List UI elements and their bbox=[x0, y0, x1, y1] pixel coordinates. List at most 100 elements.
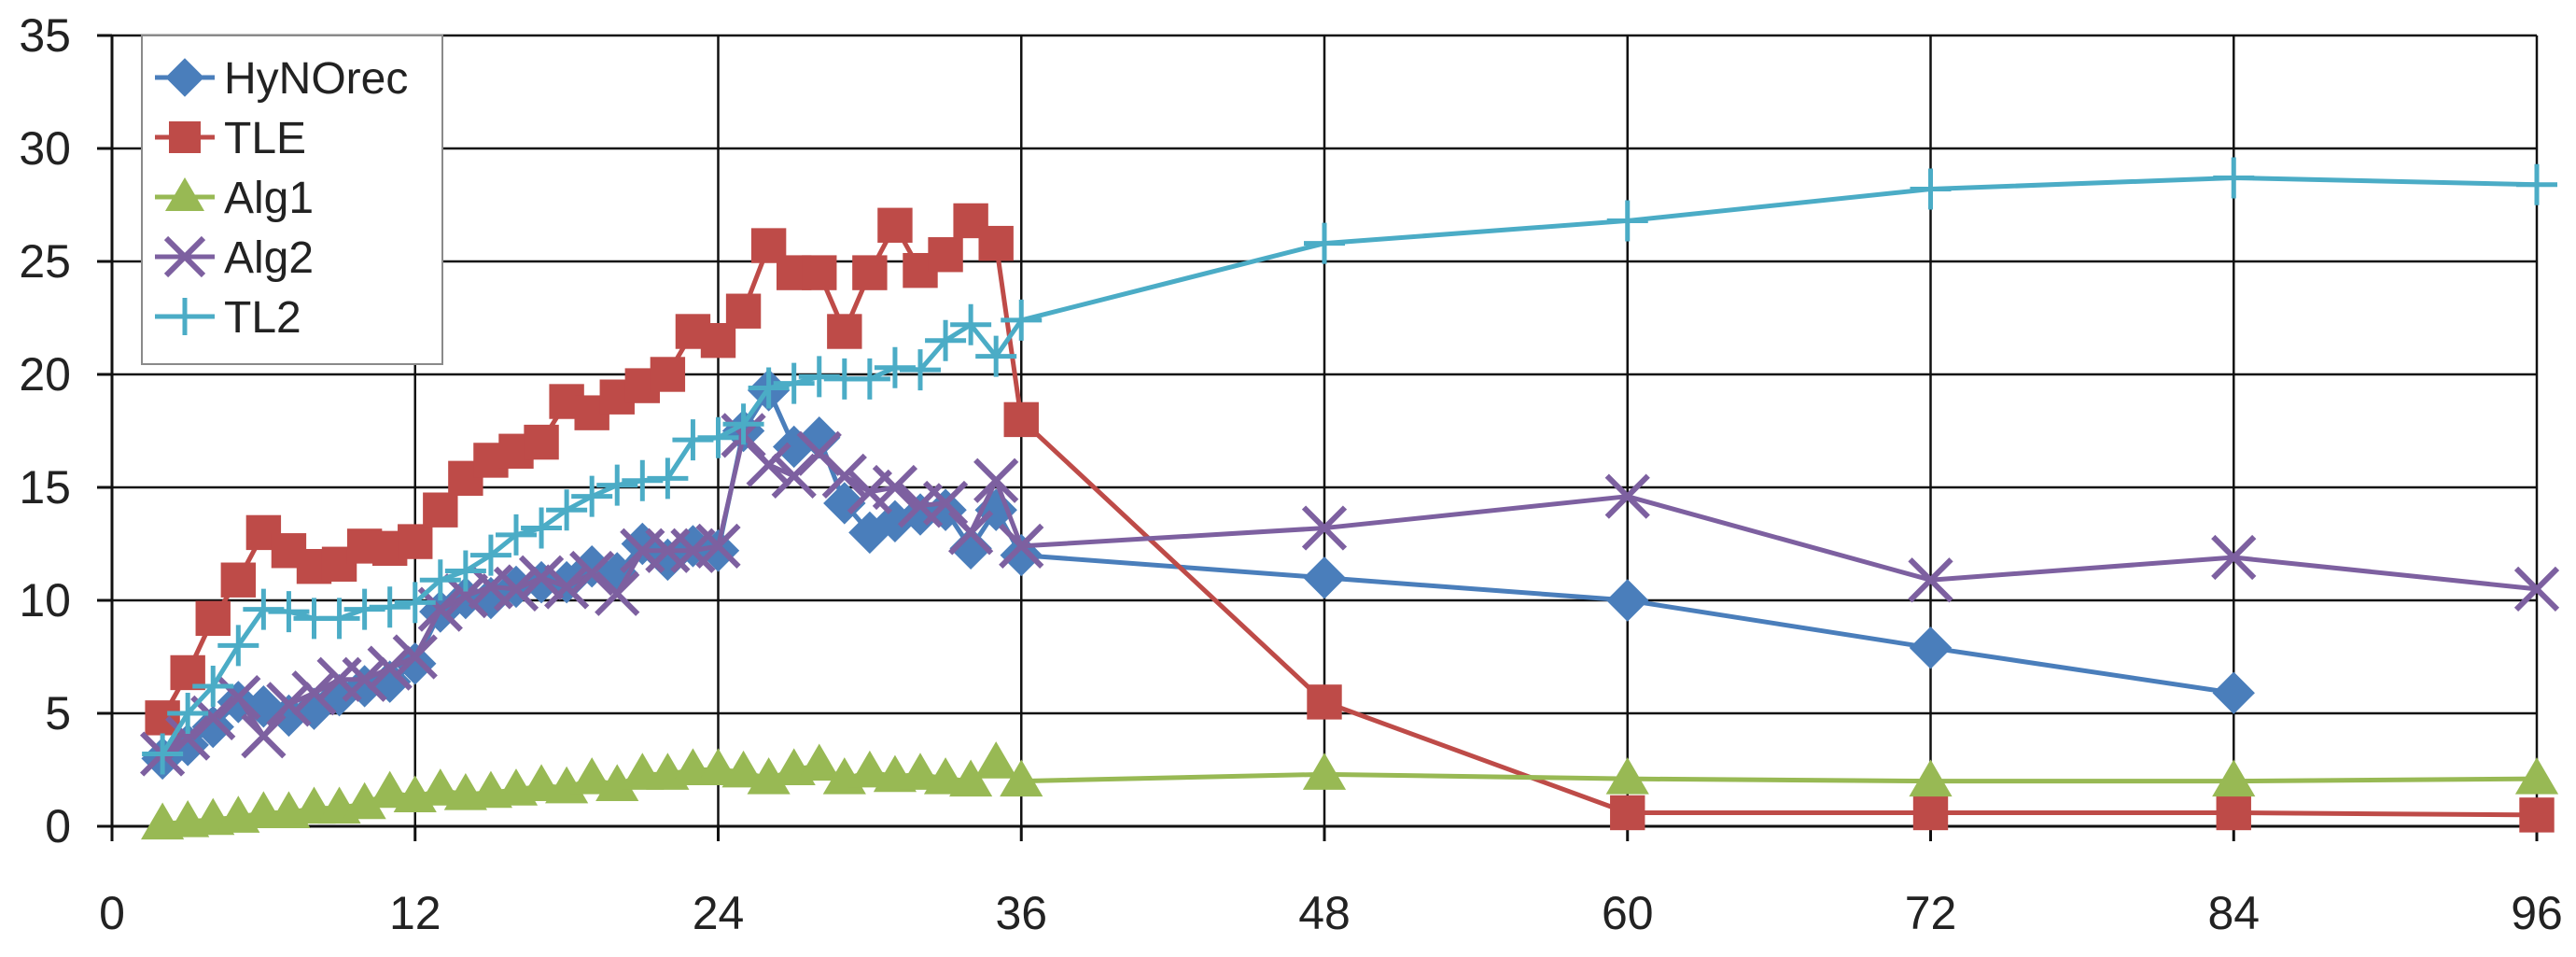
data-point bbox=[394, 582, 436, 624]
axes: 0 5 10 15 20 25 30 35 0 12 24 36 48 60 72 84 96 bbox=[19, 9, 2562, 939]
legend-label: TL2 bbox=[224, 293, 301, 343]
y-tick-label: 35 bbox=[19, 9, 71, 62]
data-point bbox=[898, 753, 943, 790]
data-point bbox=[925, 319, 967, 361]
data-point bbox=[647, 457, 689, 500]
data-point bbox=[974, 741, 1018, 779]
data-point bbox=[191, 705, 234, 749]
data-point bbox=[1000, 759, 1043, 797]
data-point bbox=[746, 442, 791, 487]
data-point bbox=[2514, 757, 2559, 795]
data-point bbox=[827, 314, 862, 349]
x-tick-label: 48 bbox=[1298, 887, 1351, 939]
data-point bbox=[872, 464, 918, 511]
data-point bbox=[367, 645, 413, 691]
data-point bbox=[821, 453, 867, 500]
series-tl2 bbox=[142, 157, 2557, 775]
data-point bbox=[291, 670, 337, 716]
data-point bbox=[419, 559, 461, 601]
data-point bbox=[1909, 626, 1953, 669]
data-point bbox=[798, 416, 841, 459]
data-point bbox=[241, 713, 287, 759]
data-point bbox=[142, 733, 184, 775]
data-point bbox=[595, 570, 640, 616]
data-point bbox=[973, 457, 1019, 503]
data-point bbox=[369, 586, 411, 628]
data-point bbox=[596, 464, 638, 506]
data-point bbox=[773, 362, 815, 404]
data-point bbox=[697, 416, 739, 458]
data-point bbox=[220, 562, 257, 598]
data-point bbox=[1604, 473, 1650, 519]
data-point bbox=[1606, 200, 1648, 242]
data-point bbox=[392, 634, 438, 680]
data-point bbox=[544, 564, 590, 610]
data-point bbox=[546, 489, 588, 531]
data-point bbox=[145, 700, 180, 736]
x-tick-label: 84 bbox=[2207, 887, 2260, 939]
data-point bbox=[418, 768, 462, 806]
data-point bbox=[1303, 556, 1346, 599]
data-point bbox=[343, 781, 386, 820]
x-tick-label: 36 bbox=[995, 887, 1047, 939]
y-tick-label: 20 bbox=[19, 348, 71, 401]
data-point bbox=[195, 600, 231, 637]
legend-marker bbox=[166, 298, 203, 335]
x-tick-label: 12 bbox=[389, 887, 441, 939]
data-point bbox=[823, 482, 866, 525]
data-point bbox=[877, 207, 913, 243]
data-point bbox=[368, 770, 412, 809]
x-tick-label: 72 bbox=[1905, 887, 1957, 939]
data-point bbox=[949, 527, 992, 570]
series-line bbox=[161, 432, 2538, 756]
data-point bbox=[1910, 168, 1952, 210]
data-point bbox=[999, 523, 1044, 570]
data-point bbox=[2519, 797, 2555, 833]
data-point bbox=[2212, 671, 2255, 714]
data-point bbox=[417, 586, 463, 632]
data-point bbox=[192, 665, 234, 707]
data-point bbox=[570, 757, 614, 795]
data-point bbox=[1610, 795, 1645, 831]
data-point bbox=[571, 475, 613, 517]
data-point bbox=[444, 550, 486, 592]
series-plot bbox=[140, 157, 2560, 840]
data-point bbox=[797, 743, 841, 781]
legend-label: HyNOrec bbox=[224, 54, 408, 104]
data-point bbox=[217, 625, 259, 667]
data-point bbox=[696, 529, 740, 572]
y-tick-label: 10 bbox=[19, 574, 71, 626]
x-tick-label: 24 bbox=[693, 887, 745, 939]
legend-label: Alg1 bbox=[224, 174, 314, 223]
data-point bbox=[2211, 534, 2257, 581]
legend-item: HyNOrec bbox=[155, 54, 408, 104]
legend: HyNOrec TLE Alg1 Alg2 TL2 bbox=[141, 35, 443, 365]
data-point bbox=[695, 523, 741, 570]
data-point bbox=[802, 255, 837, 290]
data-point bbox=[1908, 557, 1953, 603]
data-point bbox=[342, 656, 387, 702]
data-point bbox=[978, 225, 1014, 261]
data-point bbox=[595, 764, 639, 801]
data-point bbox=[1912, 795, 1949, 831]
data-point bbox=[398, 524, 433, 559]
y-tick-label: 25 bbox=[19, 235, 71, 288]
data-point bbox=[2212, 759, 2256, 797]
data-point bbox=[900, 349, 941, 391]
data-point bbox=[848, 358, 890, 400]
data-point bbox=[496, 514, 537, 556]
legend-item: Alg1 bbox=[155, 174, 314, 223]
data-point bbox=[700, 323, 736, 359]
series-line bbox=[160, 218, 2538, 818]
data-point bbox=[493, 566, 539, 612]
legend-marker bbox=[165, 177, 204, 211]
data-point bbox=[167, 693, 209, 734]
y-tick-label: 0 bbox=[45, 800, 71, 852]
data-point bbox=[1302, 753, 1347, 790]
legend-item: TLE bbox=[155, 114, 306, 163]
series-tle bbox=[145, 203, 2555, 833]
x-tick-label: 60 bbox=[1602, 887, 1654, 939]
x-tick-label: 0 bbox=[99, 887, 125, 939]
